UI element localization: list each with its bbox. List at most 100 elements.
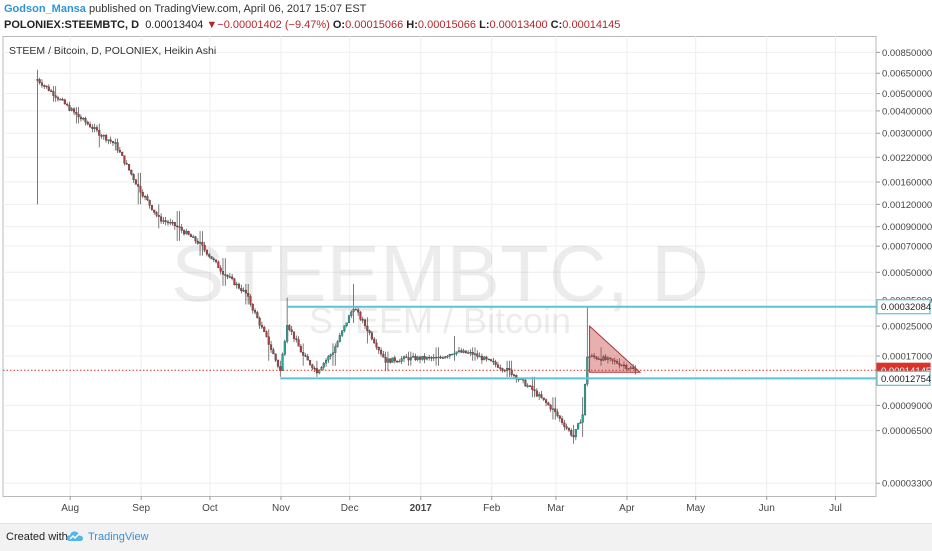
candle-body xyxy=(247,293,250,297)
candle-body xyxy=(217,261,220,269)
candle-body xyxy=(274,353,277,361)
candle-body xyxy=(508,367,511,371)
candle-body xyxy=(166,221,170,224)
candle-body xyxy=(533,389,536,391)
watermark-symbol: STEEMBTC, D xyxy=(171,229,709,318)
candle-body xyxy=(501,368,504,371)
candle-body xyxy=(551,408,554,410)
candle-body xyxy=(441,357,444,359)
candle-body xyxy=(231,276,234,279)
plot-area xyxy=(2,36,877,497)
candle-body xyxy=(492,360,495,363)
candle-body xyxy=(205,249,208,255)
candle-body xyxy=(288,325,291,330)
candle-body xyxy=(528,385,532,387)
candle-body xyxy=(79,116,82,120)
line-price-label: 0.00012754 xyxy=(881,374,931,385)
candles xyxy=(36,69,637,444)
candle-body xyxy=(215,259,218,263)
y-tick-label: 0.00400000 xyxy=(882,106,932,117)
candle-body xyxy=(127,163,131,171)
candle-body xyxy=(373,338,376,344)
candle-body xyxy=(485,356,488,360)
chart-header: Godson_Mansa published on TradingView.co… xyxy=(0,0,932,36)
y-tick-label: 0.00009000 xyxy=(882,401,932,412)
candle-body xyxy=(334,346,337,353)
candle-body xyxy=(235,283,238,286)
candle-body xyxy=(98,130,101,136)
candle-body xyxy=(125,163,128,165)
candle-body xyxy=(554,408,557,413)
candle-body xyxy=(95,127,98,131)
candle-body xyxy=(391,357,394,363)
candle-body xyxy=(380,349,383,355)
candle-body xyxy=(251,304,254,311)
author-link[interactable]: Godson_Mansa xyxy=(4,3,86,15)
triangle-pattern[interactable] xyxy=(589,324,642,373)
candle-body xyxy=(306,356,309,361)
candle-body xyxy=(155,212,158,216)
open-label: O: xyxy=(332,19,346,31)
candle-body xyxy=(187,231,190,235)
footer: Created with TradingView xyxy=(0,523,932,551)
candle-body xyxy=(118,150,121,153)
y-tick-label: 0.00090000 xyxy=(882,222,932,233)
candle-body xyxy=(476,353,479,357)
publish-info: published on TradingView.com, April 06, … xyxy=(85,3,367,15)
candle-body xyxy=(91,126,94,129)
candle-body xyxy=(448,354,451,357)
y-tick-label: 0.00017000 xyxy=(882,352,932,363)
candle-body xyxy=(297,339,300,347)
candle-body xyxy=(153,209,156,213)
candle-body xyxy=(160,216,163,222)
candle-body xyxy=(84,118,87,123)
candle-body xyxy=(52,91,55,96)
candle-body xyxy=(100,135,103,137)
candle-body xyxy=(382,353,385,358)
candle-body xyxy=(338,335,341,342)
high-value: 0.00015066 xyxy=(417,19,477,31)
candle-body xyxy=(199,241,202,244)
candle-body xyxy=(45,85,48,88)
candle-body xyxy=(354,309,357,311)
candle-body xyxy=(105,135,108,141)
candle-body xyxy=(577,423,580,430)
candle-body xyxy=(386,358,389,363)
tradingview-link[interactable]: TradingView xyxy=(88,531,149,543)
candle-body xyxy=(226,274,229,277)
candle-body xyxy=(544,399,548,403)
last-price: 0.00013404 xyxy=(145,19,204,31)
x-tick-label: Nov xyxy=(272,503,290,514)
x-tick-label: Oct xyxy=(202,503,218,514)
candle-body xyxy=(467,352,470,354)
created-with-label: Created with xyxy=(6,531,68,543)
candle-body xyxy=(54,95,57,98)
line-price-label: 0.00032084 xyxy=(881,302,931,313)
candle-body xyxy=(430,357,433,359)
price-chart[interactable]: 0.00850000 0.00650000 0.00500000 0.00400000… xyxy=(0,36,932,523)
candle-body xyxy=(263,327,266,332)
candle-body xyxy=(418,356,422,360)
candle-body xyxy=(428,356,431,359)
candle-body xyxy=(189,234,192,238)
x-tick-label: Dec xyxy=(341,503,359,514)
candle-body xyxy=(599,358,603,361)
candle-body xyxy=(56,97,60,100)
candle-body xyxy=(496,364,499,368)
candle-body xyxy=(526,385,529,387)
candle-body xyxy=(82,118,85,120)
publish-line: Godson_Mansa published on TradingView.co… xyxy=(4,3,366,15)
y-tick-label: 0.00070000 xyxy=(882,242,932,253)
candle-body xyxy=(377,347,380,351)
candle-body xyxy=(359,312,362,320)
candle-body xyxy=(616,360,619,364)
x-tick-label: Feb xyxy=(483,503,501,514)
candle-body xyxy=(72,108,76,113)
candle-body xyxy=(75,112,78,115)
candle-body xyxy=(93,127,96,129)
candle-body xyxy=(68,104,71,111)
candle-body xyxy=(322,362,325,368)
candle-body xyxy=(535,390,538,397)
candle-body xyxy=(270,344,273,350)
candle-body xyxy=(331,352,335,355)
